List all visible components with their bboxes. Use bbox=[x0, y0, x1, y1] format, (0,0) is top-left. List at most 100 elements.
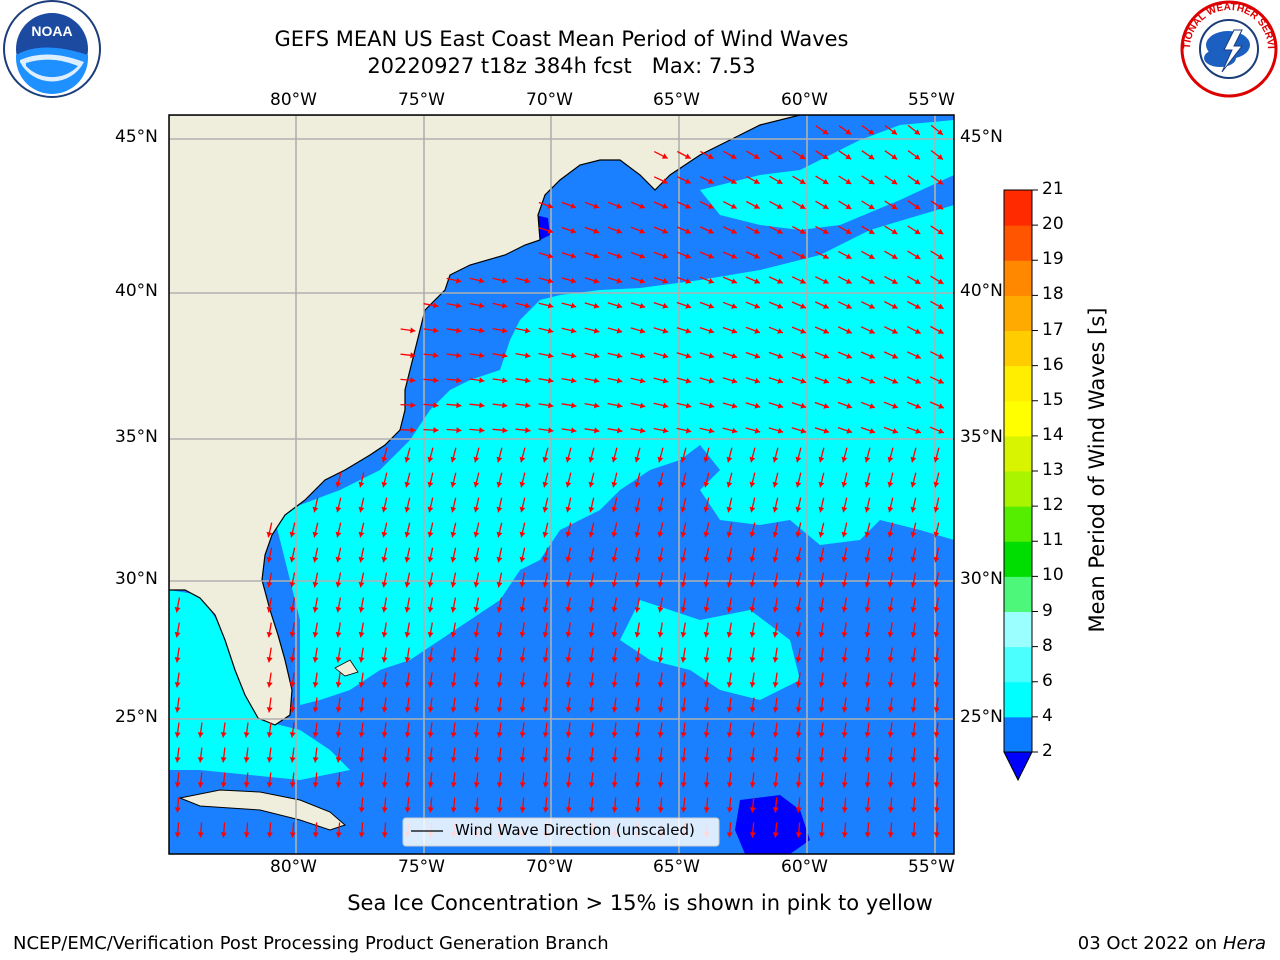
wave-arrow-head bbox=[335, 556, 342, 563]
wave-arrow-head bbox=[220, 732, 227, 738]
wave-arrow-head bbox=[639, 203, 645, 209]
wave-arrow-head bbox=[381, 481, 388, 488]
wave-arrow-head bbox=[542, 556, 549, 563]
wave-arrow-head bbox=[243, 832, 250, 838]
wave-arrow-head bbox=[634, 581, 641, 588]
wave-arrow-head bbox=[450, 682, 457, 688]
wave-arrow-head bbox=[266, 732, 273, 738]
colorbar-segment bbox=[1004, 295, 1032, 331]
wave-arrow-head bbox=[616, 228, 622, 234]
ocean-field-4-6s-east bbox=[620, 600, 800, 700]
wave-arrow-head bbox=[818, 556, 825, 563]
wave-arrow-head bbox=[662, 302, 669, 309]
wave-arrow-head bbox=[914, 253, 921, 259]
wave-arrow-head bbox=[657, 556, 664, 563]
wave-arrow-head bbox=[887, 556, 894, 563]
wave-arrow-head bbox=[891, 303, 898, 309]
wave-arrow-head bbox=[822, 228, 829, 234]
colorbar-tick-label: 15 bbox=[1042, 389, 1064, 410]
wave-arrow-head bbox=[891, 278, 898, 284]
wave-arrow-head bbox=[450, 481, 457, 488]
wave-arrow-head bbox=[731, 352, 738, 359]
wave-arrow-head bbox=[501, 302, 508, 309]
wave-arrow-head bbox=[456, 427, 462, 434]
wave-arrow-head bbox=[427, 506, 434, 513]
wave-arrow-head bbox=[220, 757, 227, 763]
wave-arrow-head bbox=[846, 303, 852, 309]
wave-arrow-head bbox=[381, 556, 388, 563]
wave-arrow-head bbox=[496, 556, 503, 563]
wave-arrow-head bbox=[799, 228, 806, 234]
wave-arrow-head bbox=[611, 732, 618, 738]
wave-arrow-head bbox=[335, 832, 342, 838]
wave-arrow-head bbox=[868, 203, 875, 209]
wave-arrow-head bbox=[795, 807, 802, 813]
wave-arrow-head bbox=[657, 581, 664, 588]
wave-arrow-head bbox=[174, 807, 181, 813]
wave-arrow-head bbox=[910, 556, 917, 563]
wave-arrow-head bbox=[524, 352, 531, 359]
wave-arrow-head bbox=[542, 531, 549, 538]
wave-arrow-head bbox=[404, 807, 411, 813]
wave-arrow-head bbox=[754, 278, 760, 284]
wave-arrow-head bbox=[639, 402, 646, 409]
wave-arrow-head bbox=[547, 277, 554, 284]
wave-arrow-head bbox=[593, 352, 600, 359]
colorbar-segment bbox=[1004, 576, 1032, 612]
wave-arrow-head bbox=[662, 427, 669, 434]
wave-arrow-head bbox=[473, 682, 480, 688]
wave-arrow-head bbox=[818, 631, 825, 638]
wave-arrow-head bbox=[749, 807, 756, 813]
wave-arrow-head bbox=[634, 707, 641, 713]
wave-arrow-head bbox=[243, 782, 250, 788]
wave-arrow-head bbox=[726, 657, 733, 663]
wave-arrow-head bbox=[822, 278, 829, 284]
wave-arrow-head bbox=[703, 657, 710, 663]
wave-arrow-head bbox=[685, 253, 691, 259]
wave-arrow-head bbox=[519, 456, 526, 463]
wave-arrow-head bbox=[754, 303, 760, 309]
wave-arrow-head bbox=[703, 782, 710, 788]
wave-arrow-head bbox=[588, 657, 595, 663]
wave-arrow-head bbox=[496, 682, 503, 688]
wave-arrow-head bbox=[611, 581, 618, 588]
lon-label-bottom-75w: 75°W bbox=[398, 857, 445, 877]
wave-arrow-head bbox=[772, 757, 779, 763]
wave-arrow-head bbox=[887, 506, 894, 513]
wave-arrow-head bbox=[731, 303, 737, 309]
wave-arrow-head bbox=[933, 757, 940, 763]
wave-arrow-head bbox=[542, 456, 549, 463]
wave-arrow-head bbox=[266, 832, 273, 838]
wave-arrow-head bbox=[639, 377, 646, 384]
wave-arrow-head bbox=[685, 327, 692, 334]
wave-arrow-head bbox=[427, 682, 434, 688]
wave-arrow-head bbox=[864, 807, 871, 813]
wave-arrow-head bbox=[266, 531, 273, 538]
wave-arrow-head bbox=[634, 657, 641, 663]
wave-arrow-head bbox=[570, 228, 577, 234]
wave-arrow-head bbox=[818, 506, 825, 513]
land-north-america bbox=[169, 115, 801, 726]
wave-arrow-head bbox=[524, 277, 531, 284]
map-frame bbox=[168, 114, 955, 855]
lat-label-right-30n: 30°N bbox=[960, 569, 1003, 589]
wave-arrow-head bbox=[335, 707, 342, 713]
wave-arrow-head bbox=[479, 402, 485, 409]
wave-arrow-head bbox=[381, 707, 388, 713]
wave-arrow-head bbox=[730, 178, 737, 184]
wave-arrow-head bbox=[818, 657, 825, 663]
wave-arrow-head bbox=[542, 657, 549, 663]
wave-arrow-head bbox=[777, 278, 783, 284]
lon-label-top-65w: 65°W bbox=[653, 90, 700, 110]
wave-arrow-head bbox=[914, 278, 921, 284]
wave-arrow-head bbox=[266, 757, 273, 763]
wave-arrow-head bbox=[937, 129, 943, 135]
wave-arrow-head bbox=[433, 377, 439, 384]
wave-arrow-head bbox=[404, 682, 411, 688]
wave-arrow-head bbox=[427, 531, 434, 538]
wave-arrow-head bbox=[726, 832, 733, 838]
colorbar-tick-label: 12 bbox=[1042, 495, 1064, 516]
wave-arrow-head bbox=[749, 606, 756, 613]
colorbar-tick-label: 2 bbox=[1042, 741, 1053, 761]
